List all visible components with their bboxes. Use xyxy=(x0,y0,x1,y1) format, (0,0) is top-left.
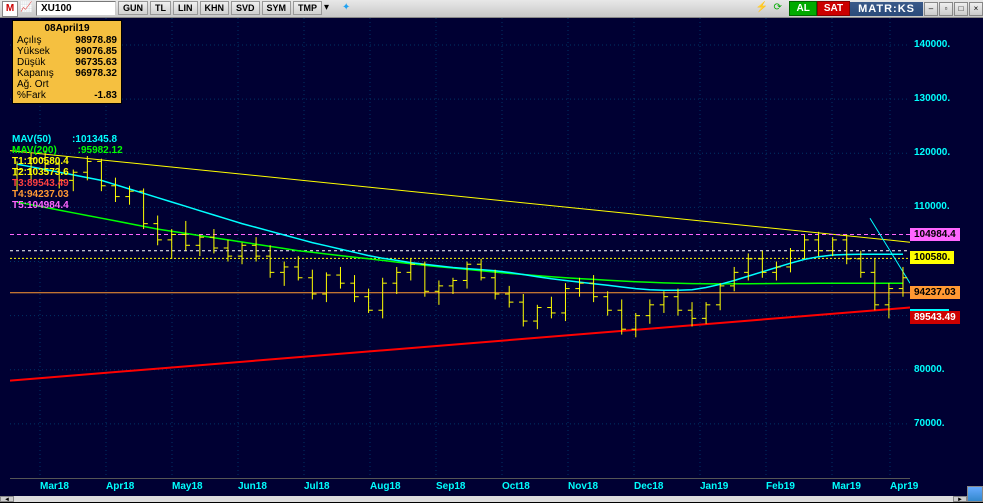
toolbar-tmp-button[interactable]: TMP xyxy=(293,1,322,15)
dropdown-icon[interactable]: ▾ xyxy=(324,2,338,16)
price-tag: 94237.03 xyxy=(910,286,960,299)
indicator-t4: T4:94237.03 xyxy=(12,189,123,200)
x-tick-label: Dec18 xyxy=(634,481,663,492)
y-tick-label: 140000. xyxy=(914,39,950,50)
x-tick-label: Jul18 xyxy=(304,481,330,492)
x-tick-label: Apr19 xyxy=(890,481,918,492)
scroll-left-button[interactable]: ◄ xyxy=(0,496,14,502)
ohlc-row: Ağ. Ort xyxy=(17,79,117,90)
ohlc-row: Açılış98978.89 xyxy=(17,35,117,46)
twitter-icon[interactable]: ✦ xyxy=(342,2,356,16)
x-tick-label: Mar19 xyxy=(832,481,861,492)
x-tick-label: Apr18 xyxy=(106,481,134,492)
brand-label: MATR:KS xyxy=(850,2,923,16)
indicator-t2: T2:103573.6 xyxy=(12,167,123,178)
toolbar-khn-button[interactable]: KHN xyxy=(200,1,230,15)
indicator-t3: T3:89543.49 xyxy=(12,178,123,189)
x-tick-label: Jun18 xyxy=(238,481,267,492)
minimize-button[interactable]: – xyxy=(924,2,938,16)
toolbar-sym-button[interactable]: SYM xyxy=(262,1,292,15)
x-axis: Mar18 Apr18 May18 Jun18 Jul18 Aug18 Sep18 Oct18… xyxy=(10,478,910,496)
y-tick-label: 80000. xyxy=(914,364,945,375)
toolbar-svd-button[interactable]: SVD xyxy=(231,1,260,15)
x-tick-label: Feb19 xyxy=(766,481,795,492)
refresh-icon[interactable]: ⟳ xyxy=(773,2,787,16)
y-tick-label: 130000. xyxy=(914,93,950,104)
ohlc-row: %Fark-1.83 xyxy=(17,90,117,101)
restore-button[interactable]: ▫ xyxy=(939,2,953,16)
x-tick-label: Mar18 xyxy=(40,481,69,492)
x-tick-label: Nov18 xyxy=(568,481,598,492)
scroll-right-button[interactable]: ► xyxy=(953,496,967,502)
x-tick-label: Oct18 xyxy=(502,481,530,492)
lightning-icon[interactable]: ⚡ xyxy=(755,2,769,16)
chart-window: M 📈 GUNTLLINKHNSVDSYMTMP ▾ ✦ ⚡ ⟳ AL SAT … xyxy=(0,0,983,502)
ohlc-row: Kapanış96978.32 xyxy=(17,68,117,79)
x-tick-label: Jan19 xyxy=(700,481,728,492)
app-logo-icon: M xyxy=(2,1,18,17)
maximize-button[interactable]: □ xyxy=(954,2,968,16)
price-tag: 104984.4 xyxy=(910,228,960,241)
y-tick-label: 110000. xyxy=(914,201,950,212)
toolbar-gun-button[interactable]: GUN xyxy=(118,1,148,15)
flag-icon: 📈 xyxy=(20,2,34,16)
y-tick-label: 70000. xyxy=(914,418,945,429)
ohlc-row: Yüksek99076.85 xyxy=(17,46,117,57)
x-tick-label: May18 xyxy=(172,481,203,492)
ohlc-panel: 08April19 Açılış98978.89Yüksek99076.85Dü… xyxy=(12,20,122,104)
symbol-input[interactable] xyxy=(36,1,116,16)
chart-canvas xyxy=(10,18,910,478)
resize-corner-icon[interactable] xyxy=(967,486,983,502)
close-button[interactable]: × xyxy=(969,2,983,16)
indicator-legend: MAV(50) :101345.8MAV(200) :95982.12T1:10… xyxy=(12,134,123,211)
price-tag: 100580. xyxy=(910,251,954,264)
chart-area[interactable]: 08April19 Açılış98978.89Yüksek99076.85Dü… xyxy=(10,18,910,478)
sell-button[interactable]: SAT xyxy=(817,1,850,16)
price-tag: 89543.49 xyxy=(910,311,960,324)
buy-button[interactable]: AL xyxy=(789,1,816,16)
x-tick-label: Sep18 xyxy=(436,481,465,492)
toolbar: M 📈 GUNTLLINKHNSVDSYMTMP ▾ ✦ ⚡ ⟳ AL SAT … xyxy=(0,0,983,18)
y-tick-label: 120000. xyxy=(914,147,950,158)
indicator-t5: T5:104984.4 xyxy=(12,200,123,211)
toolbar-lin-button[interactable]: LIN xyxy=(173,1,198,15)
y-axis: 70000.80000.90000.100000.110000.120000.1… xyxy=(910,18,983,478)
indicator-mav200: MAV(200) :95982.12 xyxy=(12,145,123,156)
toolbar-tl-button[interactable]: TL xyxy=(150,1,171,15)
x-tick-label: Aug18 xyxy=(370,481,401,492)
ohlc-date: 08April19 xyxy=(17,23,117,35)
indicator-t1: T1:100580.4 xyxy=(12,156,123,167)
horizontal-scrollbar[interactable]: ◄ ► xyxy=(0,496,983,502)
indicator-mav50: MAV(50) :101345.8 xyxy=(12,134,123,145)
ohlc-row: Düşük96735.63 xyxy=(17,57,117,68)
